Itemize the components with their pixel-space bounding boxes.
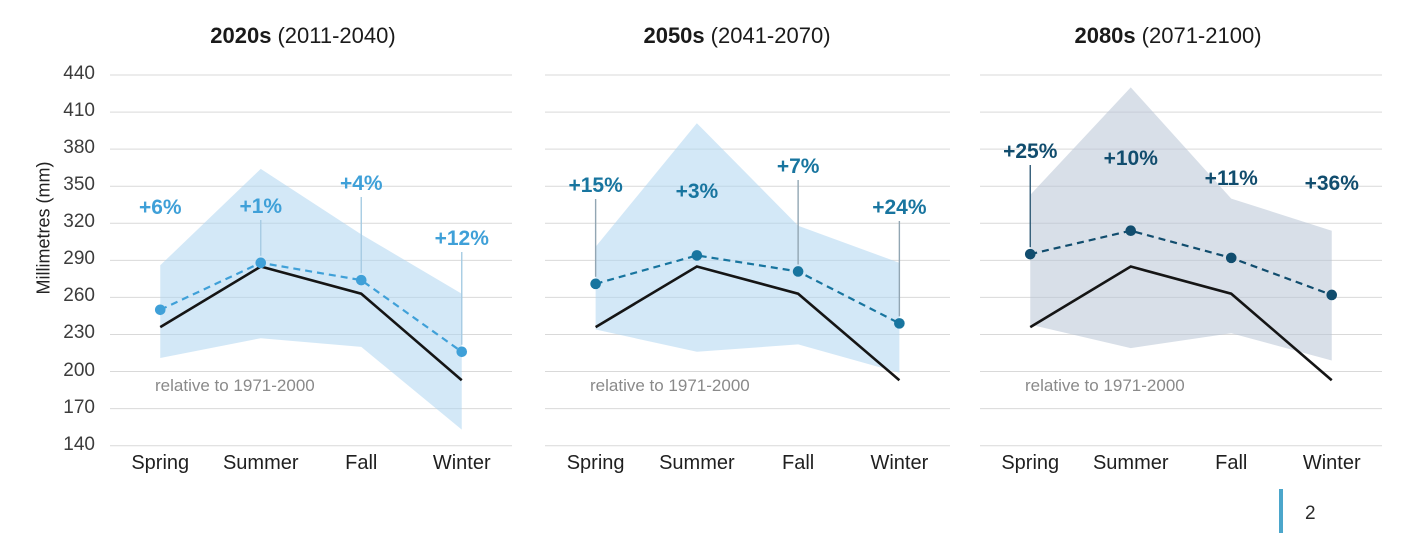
chart-title-years: (2041-2070) [710, 23, 831, 48]
pct-label: +24% [872, 196, 927, 219]
y-tick-label: 260 [63, 285, 95, 307]
slide-number-bar [1279, 489, 1283, 533]
pct-label: +12% [434, 227, 489, 250]
pct-label: +25% [1003, 140, 1058, 163]
data-point [894, 318, 905, 329]
y-tick-label: 380 [63, 137, 95, 159]
season-label: Spring [131, 452, 190, 474]
data-point [154, 304, 166, 316]
baseline-note: relative to 1971-2000 [1025, 376, 1185, 395]
baseline-line [594, 265, 901, 382]
y-tick-label: 230 [63, 322, 95, 344]
season-label: Spring [1001, 452, 1060, 474]
data-point [1024, 248, 1036, 260]
chart-title-2050s: 2050s (2041-2070) [567, 23, 907, 49]
pct-label: +4% [339, 172, 383, 195]
chart-title-period: 2020s [210, 23, 272, 48]
pct-label: +15% [568, 174, 623, 197]
data-point [1125, 225, 1137, 236]
pct-label: +36% [1304, 172, 1359, 195]
y-tick-label: 440 [63, 63, 95, 84]
projection-line [1029, 229, 1333, 296]
pct-label: +3% [675, 180, 719, 203]
projection-line [595, 254, 900, 325]
pct-label: +11% [1204, 167, 1258, 190]
chart-title-2080s: 2080s (2071-2100) [998, 23, 1338, 49]
chart-title-period: 2080s [1074, 23, 1136, 48]
y-tick-label: 350 [63, 174, 95, 196]
data-point [792, 266, 804, 277]
season-label: Fall [1215, 452, 1248, 474]
baseline-line [159, 265, 463, 382]
chart-title-years: (2071-2100) [1141, 23, 1262, 48]
season-label: Fall [345, 452, 378, 474]
y-tick-label: 200 [63, 359, 95, 381]
season-label: Winter [1302, 452, 1361, 474]
uncertainty-band [595, 123, 900, 373]
y-tick-label: 140 [63, 433, 95, 455]
y-tick-label: 320 [63, 211, 95, 233]
baseline-line [1029, 265, 1333, 382]
data-point [1326, 289, 1338, 301]
baseline-note: relative to 1971-2000 [155, 376, 315, 395]
baseline-note: relative to 1971-2000 [590, 376, 750, 395]
season-label: Winter [432, 452, 491, 474]
data-point [691, 250, 703, 261]
data-point [590, 278, 601, 290]
projection-line [159, 261, 463, 353]
uncertainty-band [1030, 87, 1332, 361]
pct-label: +10% [1103, 147, 1158, 170]
data-point [355, 274, 367, 286]
data-point [456, 346, 468, 358]
season-label: Summer [222, 452, 299, 474]
pct-label: +1% [239, 195, 283, 218]
chart-title-period: 2050s [643, 23, 705, 48]
season-label: Summer [1092, 452, 1169, 474]
season-label: Spring [566, 452, 625, 474]
season-label: Fall [782, 452, 815, 474]
uncertainty-band [160, 168, 462, 430]
data-point [255, 257, 267, 269]
slide-number: 2 [1305, 503, 1316, 524]
pct-label: +7% [776, 155, 820, 178]
data-point [1225, 252, 1237, 264]
y-tick-label: 170 [63, 396, 95, 418]
season-label: Summer [659, 452, 735, 474]
pct-label: +6% [138, 196, 182, 219]
y-tick-label: 410 [63, 100, 95, 122]
season-label: Winter [870, 452, 929, 474]
y-tick-label: 290 [63, 248, 95, 270]
chart-title-years: (2011-2040) [277, 23, 396, 48]
chart-title-2020s: 2020s (2011-2040) [133, 23, 473, 49]
